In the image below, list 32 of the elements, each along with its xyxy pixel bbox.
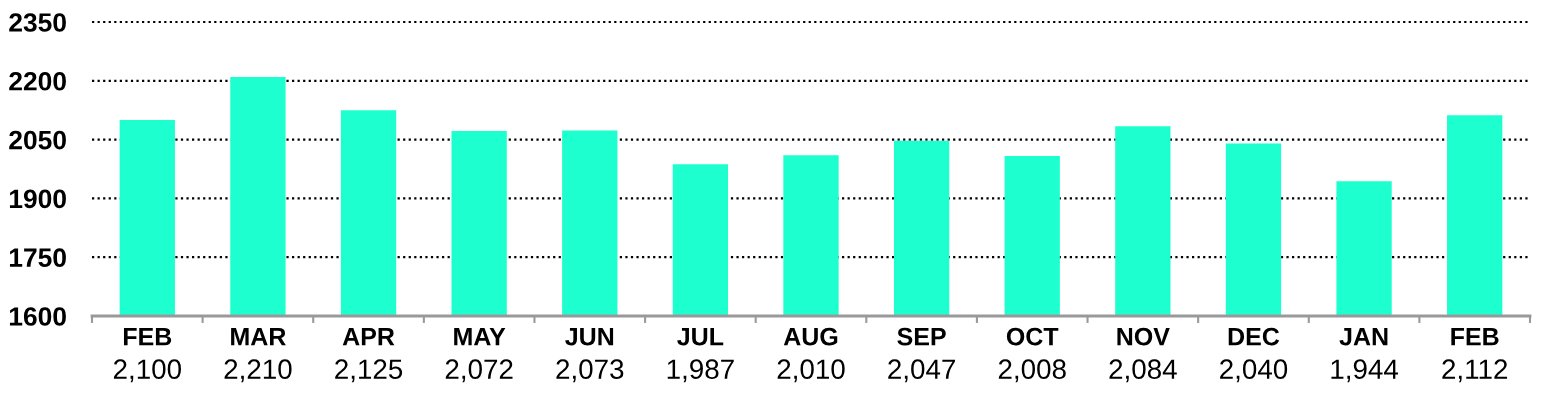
y-tick-label: 2200 <box>9 71 66 91</box>
x-tick-label: MAY <box>454 328 506 346</box>
data-label: 2,072 <box>445 359 513 383</box>
y-tick-label: 1900 <box>9 189 66 209</box>
data-label: 2,047 <box>888 359 955 383</box>
x-tick-label: MAR <box>231 328 286 346</box>
data-label: 2,125 <box>335 359 403 383</box>
data-label: 2,008 <box>998 359 1066 383</box>
x-tick-label: DEC <box>1228 327 1280 346</box>
data-label: 1,987 <box>667 359 734 383</box>
y-tick-label: 1600 <box>9 307 66 326</box>
x-tick-label: FEB <box>1451 328 1499 346</box>
x-tick-label: NOV <box>1117 327 1170 346</box>
x-tick-label: OCT <box>1006 327 1059 346</box>
data-label: 2,100 <box>113 359 181 383</box>
data-label: 2,112 <box>1442 359 1508 383</box>
y-tick-label: 2050 <box>9 130 66 150</box>
y-tick-label: 2350 <box>9 13 66 32</box>
x-tick-label: AUG <box>783 327 838 346</box>
data-label: 2,073 <box>556 359 624 383</box>
x-tick-label: JUN <box>565 328 614 346</box>
x-tick-label: JAN <box>1339 328 1388 346</box>
x-tick-label: SEP <box>897 327 946 346</box>
data-label: 2,084 <box>1109 359 1177 383</box>
data-label: 2,040 <box>1220 359 1288 383</box>
data-label: 2,010 <box>777 359 845 383</box>
x-tick-label: FEB <box>123 328 172 346</box>
data-label: 2,210 <box>224 359 292 383</box>
data-label: 1,944 <box>1331 359 1399 383</box>
x-tick-label: APR <box>342 328 395 346</box>
x-tick-label: JUL <box>677 328 724 346</box>
y-tick-label: 1750 <box>9 248 66 268</box>
